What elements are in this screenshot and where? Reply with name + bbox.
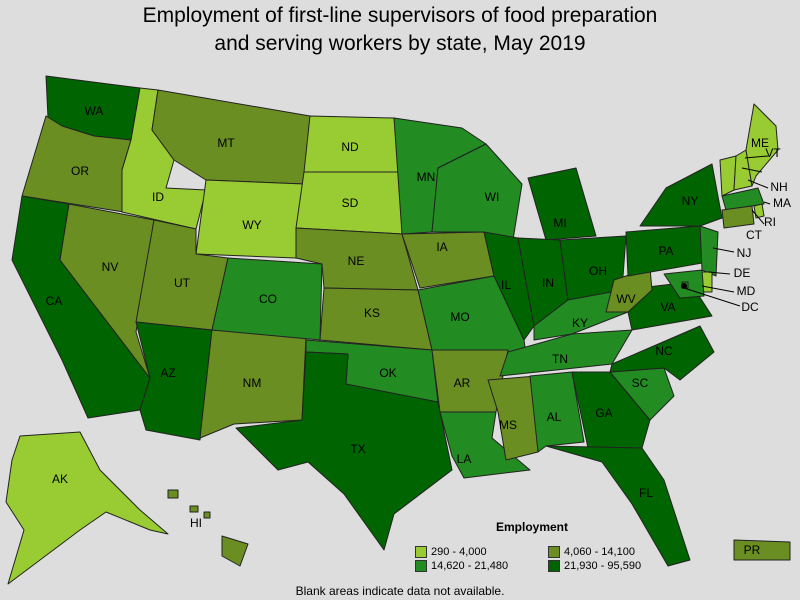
state-label-mt: MT bbox=[217, 136, 235, 150]
state-label-nj: NJ bbox=[737, 246, 752, 260]
state-me bbox=[745, 103, 779, 187]
state-label-ak: AK bbox=[52, 472, 68, 486]
state-nc bbox=[609, 325, 715, 381]
legend-item-1: 290 - 4,000 bbox=[415, 546, 487, 558]
state-hi bbox=[167, 489, 249, 567]
state-ms bbox=[487, 375, 539, 461]
state-label-ok: OK bbox=[379, 366, 396, 380]
state-label-nd: ND bbox=[341, 140, 359, 154]
title-line-1: Employment of first-line supervisors of … bbox=[142, 4, 658, 27]
state-ny bbox=[639, 163, 723, 227]
state-tn bbox=[499, 329, 633, 377]
state-label-de: DE bbox=[734, 266, 751, 280]
state-label-ma: MA bbox=[773, 196, 791, 210]
state-label-mn: MN bbox=[417, 170, 436, 184]
state-label-ms: MS bbox=[499, 418, 517, 432]
legend-title: Employment bbox=[496, 520, 569, 534]
state-label-nv: NV bbox=[102, 260, 119, 274]
state-ma bbox=[721, 187, 765, 211]
state-label-mo: MO bbox=[450, 310, 469, 324]
state-label-fl: FL bbox=[639, 486, 653, 500]
state-label-hi: HI bbox=[190, 516, 202, 530]
state-al bbox=[529, 371, 585, 453]
state-pr bbox=[733, 539, 791, 561]
state-label-vt: VT bbox=[765, 146, 781, 160]
state-label-md: MD bbox=[737, 284, 756, 298]
state-mi bbox=[527, 167, 597, 241]
footnote: Blank areas indicate data not available. bbox=[295, 584, 505, 598]
state-label-tx: TX bbox=[350, 442, 365, 456]
state-label-in: IN bbox=[542, 276, 554, 290]
map-title: Employment of first-line supervisors of … bbox=[0, 2, 800, 58]
state-label-nh: NH bbox=[770, 180, 787, 194]
legend-label-2: 4,060 - 14,100 bbox=[564, 546, 635, 558]
state-label-dc: DC bbox=[741, 300, 759, 314]
state-label-co: CO bbox=[259, 292, 277, 306]
state-label-il: IL bbox=[501, 278, 511, 292]
state-label-ky: KY bbox=[572, 316, 588, 330]
state-label-va: VA bbox=[660, 300, 675, 314]
state-ak bbox=[5, 431, 169, 585]
state-label-ut: UT bbox=[174, 276, 191, 290]
legend-label-4: 21,930 - 95,590 bbox=[564, 560, 642, 572]
legend-swatch-4 bbox=[548, 560, 560, 572]
state-label-wv: WV bbox=[616, 292, 635, 306]
state-label-mi: MI bbox=[553, 216, 566, 230]
state-label-oh: OH bbox=[589, 264, 607, 278]
title-line-2: and serving workers by state, May 2019 bbox=[214, 32, 586, 55]
legend-swatch-2 bbox=[548, 546, 560, 558]
legend-swatch-3 bbox=[415, 560, 427, 572]
state-label-wa: WA bbox=[85, 104, 104, 118]
state-label-ny: NY bbox=[682, 194, 699, 208]
legend-label-3: 14,620 - 21,480 bbox=[431, 560, 509, 572]
state-label-sc: SC bbox=[632, 376, 649, 390]
state-label-me: ME bbox=[751, 136, 769, 150]
state-label-ia: IA bbox=[436, 240, 447, 254]
state-tx bbox=[235, 351, 453, 551]
state-label-or: OR bbox=[71, 164, 89, 178]
state-label-pr: PR bbox=[744, 543, 761, 557]
state-label-ct: CT bbox=[746, 228, 763, 242]
state-label-al: AL bbox=[547, 410, 562, 424]
state-nj bbox=[699, 225, 719, 277]
state-label-id: ID bbox=[152, 190, 164, 204]
dc-marker bbox=[681, 283, 687, 289]
state-ga bbox=[571, 371, 651, 449]
state-label-sd: SD bbox=[342, 196, 359, 210]
legend-label-1: 290 - 4,000 bbox=[431, 546, 487, 558]
state-label-nc: NC bbox=[655, 344, 673, 358]
legend-item-2: 4,060 - 14,100 bbox=[548, 546, 635, 558]
state-label-ne: NE bbox=[348, 254, 365, 268]
legend-item-3: 14,620 - 21,480 bbox=[415, 560, 508, 572]
state-la bbox=[439, 411, 531, 479]
state-label-ri: RI bbox=[764, 215, 776, 229]
state-label-tn: TN bbox=[552, 352, 568, 366]
state-ct bbox=[721, 205, 755, 229]
state-nv bbox=[59, 203, 155, 379]
legend-swatch-1 bbox=[415, 546, 427, 558]
state-label-wi: WI bbox=[485, 190, 500, 204]
state-label-ca: CA bbox=[46, 294, 63, 308]
state-label-ks: KS bbox=[364, 306, 380, 320]
state-ri bbox=[753, 203, 765, 219]
state-label-nm: NM bbox=[243, 376, 262, 390]
state-label-wy: WY bbox=[242, 218, 261, 232]
legend-item-4: 21,930 - 95,590 bbox=[548, 560, 641, 572]
state-label-ar: AR bbox=[454, 376, 471, 390]
state-label-pa: PA bbox=[658, 244, 673, 258]
state-label-az: AZ bbox=[160, 366, 175, 380]
state-fl bbox=[545, 445, 691, 567]
state-label-ga: GA bbox=[595, 406, 612, 420]
state-label-la: LA bbox=[457, 452, 472, 466]
